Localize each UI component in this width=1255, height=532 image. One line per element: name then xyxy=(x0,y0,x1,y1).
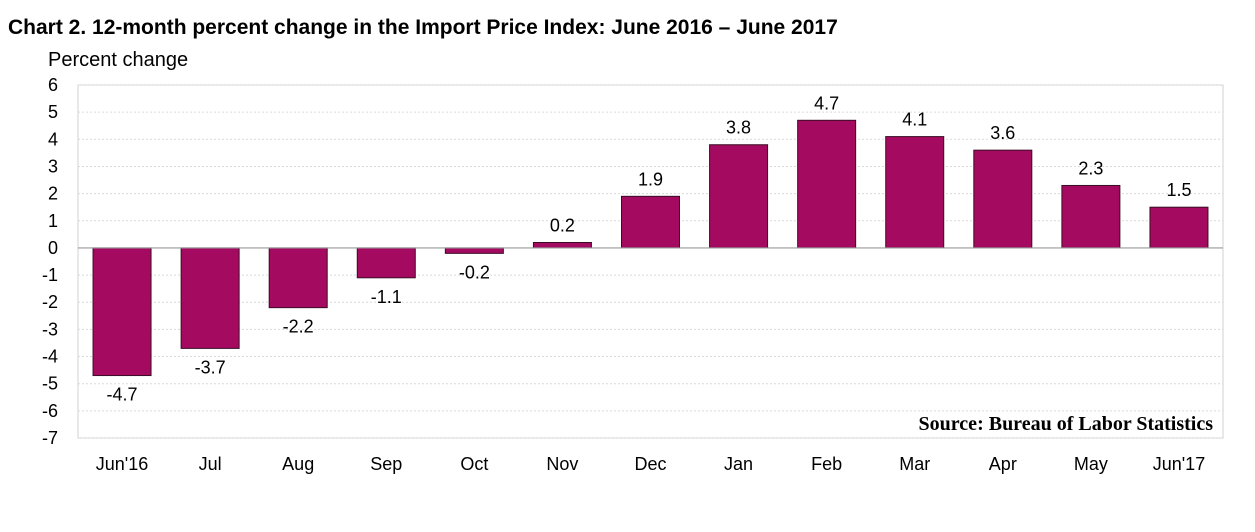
y-tick-label: 2 xyxy=(48,184,58,204)
y-tick-label: 6 xyxy=(48,75,58,95)
x-category-label: Mar xyxy=(899,454,930,474)
x-category-label: Jun'16 xyxy=(96,454,148,474)
data-label: 4.1 xyxy=(902,110,927,130)
data-label: -2.2 xyxy=(283,317,314,337)
x-category-label: Feb xyxy=(811,454,842,474)
x-category-label: Dec xyxy=(634,454,666,474)
x-category-label: Jan xyxy=(724,454,753,474)
x-category-label: Oct xyxy=(460,454,488,474)
y-tick-label: 1 xyxy=(48,211,58,231)
data-label: -4.7 xyxy=(107,385,138,405)
y-tick-label: -5 xyxy=(42,374,58,394)
plot-border xyxy=(77,84,1224,439)
data-label: -1.1 xyxy=(371,287,402,307)
bar xyxy=(532,241,592,249)
y-axis-ticks: 6 5 4 3 2 1 0 -1 -2 -3 -4 -5 -6 -7 xyxy=(42,75,58,448)
y-tick-label: -7 xyxy=(42,428,58,448)
x-category-label: Aug xyxy=(282,454,314,474)
bar xyxy=(973,149,1033,249)
data-label: -3.7 xyxy=(195,357,226,377)
bar xyxy=(621,195,680,249)
y-tick-label: -2 xyxy=(42,292,58,312)
bars xyxy=(78,119,1223,377)
source-annotation: Source: Bureau of Labor Statistics xyxy=(919,413,1214,435)
x-category-label: Sep xyxy=(370,454,402,474)
bar xyxy=(356,247,416,279)
bar xyxy=(797,119,857,249)
chart-title: Chart 2. 12-month percent change in the … xyxy=(8,16,838,39)
bar xyxy=(709,144,769,249)
data-label: 2.3 xyxy=(1078,158,1103,178)
data-label: 0.2 xyxy=(550,215,575,235)
y-tick-label: 4 xyxy=(48,129,58,149)
y-tick-label: -4 xyxy=(42,347,58,367)
y-tick-label: -1 xyxy=(42,265,58,285)
data-label: -0.2 xyxy=(459,262,490,282)
y-tick-label: 3 xyxy=(48,156,58,176)
data-label: 3.6 xyxy=(990,123,1015,143)
y-tick-label: 0 xyxy=(48,238,58,258)
bar xyxy=(180,247,240,349)
bar xyxy=(444,247,504,254)
x-axis-categories: Jun'16 Jul Aug Sep Oct Nov Dec Jan Feb Mar Apr May J… xyxy=(96,454,1205,474)
x-category-label: Nov xyxy=(546,454,578,474)
bar xyxy=(92,247,152,377)
bar xyxy=(1061,184,1121,249)
y-tick-label: 5 xyxy=(48,102,58,122)
bar xyxy=(268,247,328,309)
gridlines xyxy=(78,84,1223,439)
x-category-label: Jun'17 xyxy=(1153,454,1205,474)
bar xyxy=(1149,206,1209,249)
x-category-label: Apr xyxy=(989,454,1017,474)
data-label: 1.9 xyxy=(638,169,663,189)
y-tick-label: -3 xyxy=(42,319,58,339)
x-category-label: Jul xyxy=(199,454,222,474)
data-label: 4.7 xyxy=(814,93,839,113)
y-tick-label: -6 xyxy=(42,401,58,421)
bar xyxy=(885,136,945,249)
plot-area xyxy=(77,84,1224,439)
data-label: 3.8 xyxy=(726,118,751,138)
data-label: 1.5 xyxy=(1166,180,1191,200)
y-axis-label: Percent change xyxy=(48,49,189,71)
x-category-label: May xyxy=(1074,454,1108,474)
data-labels: -4.7 -3.7 -2.2 -1.1 -0.2 0.2 1.9 3.8 4.7 4.1 3.6 2.… xyxy=(107,93,1192,404)
